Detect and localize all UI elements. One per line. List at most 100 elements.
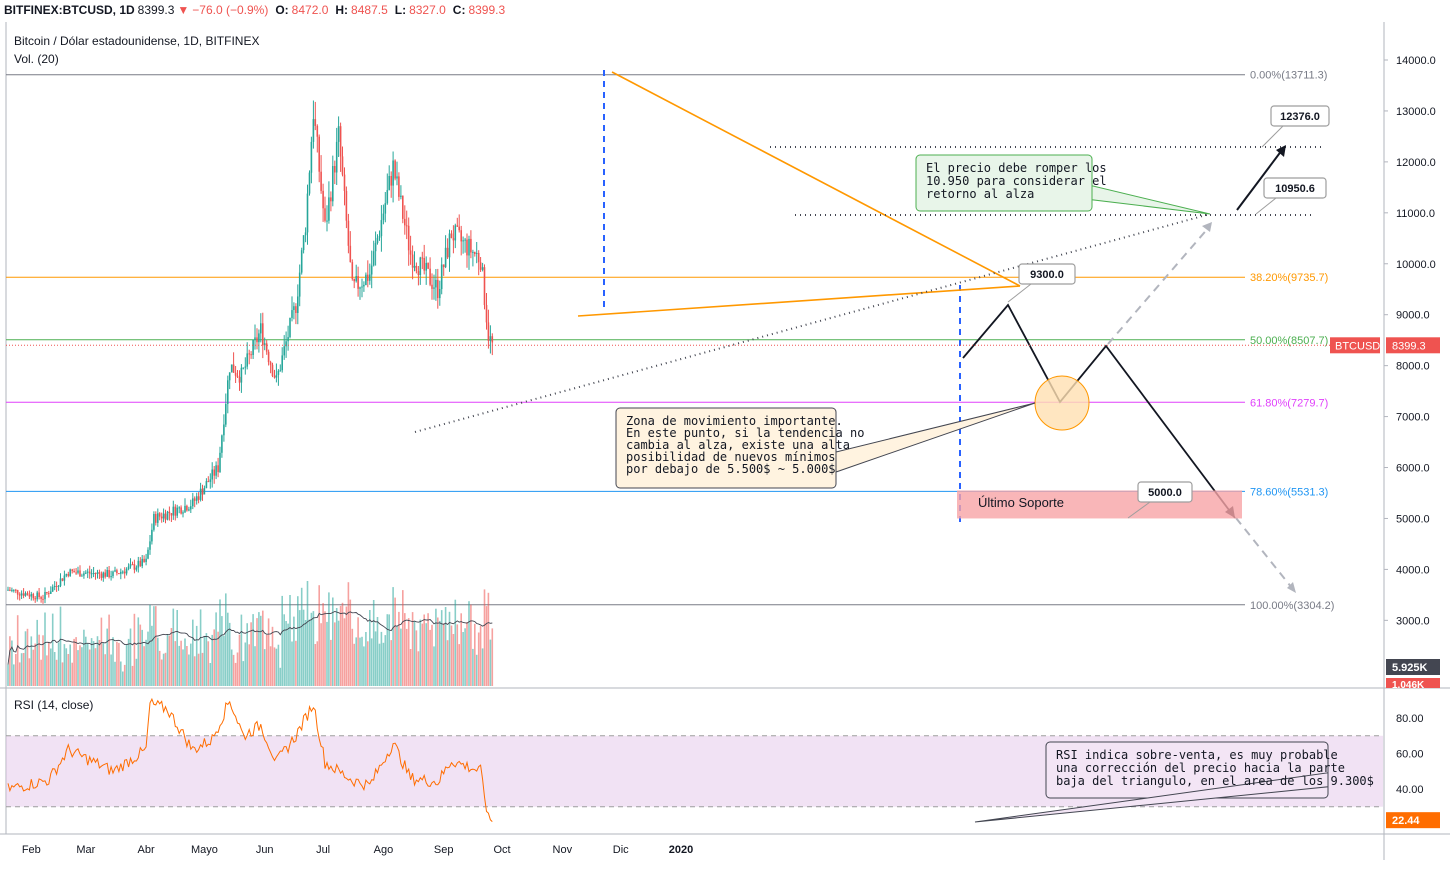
candle-body (302, 235, 305, 251)
candle-body (370, 265, 373, 275)
volume-bar (407, 618, 410, 686)
candle-body (213, 469, 215, 476)
volume-bars (7, 581, 494, 686)
rsi-value-tag-label: 22.44 (1392, 815, 1420, 827)
time-tick-label: Mar (76, 844, 95, 856)
candle-body (26, 593, 29, 596)
candle-body (227, 380, 229, 404)
candle-body (417, 271, 420, 275)
candle-body (347, 220, 350, 246)
candle-body (151, 529, 153, 542)
candle-body (367, 274, 369, 281)
volume-bar (201, 652, 204, 686)
candle-body (275, 374, 278, 378)
time-tick-label: Nov (553, 844, 573, 856)
volume-bar (433, 646, 435, 686)
candle-body (244, 366, 247, 368)
candle-body (98, 572, 101, 574)
volume-bar (372, 600, 375, 686)
label-10950-box (1263, 177, 1327, 199)
volume-bar (489, 639, 492, 686)
volume-bar (92, 641, 95, 686)
volume-bar (9, 636, 11, 686)
candle-body (170, 513, 173, 516)
candle-body (59, 578, 62, 586)
candle-body (201, 488, 204, 495)
volume-bar (73, 638, 75, 686)
volume-bar (71, 662, 73, 686)
candle-body (100, 573, 103, 578)
gray-dashed-up (1107, 225, 1211, 345)
candle-body (46, 592, 48, 593)
volume-tag-label: 5.925K (1392, 662, 1428, 674)
volume-bar (444, 607, 447, 686)
candle-body (129, 564, 132, 567)
candle-body (306, 193, 309, 233)
volume-bar (409, 649, 412, 686)
candle-body (250, 354, 252, 356)
fib-level-label: 61.80%(7279.7) (1250, 397, 1328, 409)
volume-bar (36, 619, 38, 686)
volume-tag-2 (1386, 678, 1440, 688)
candle-body (157, 513, 159, 523)
volume-bar (42, 635, 44, 686)
candle-body (423, 258, 425, 271)
fib-level-label: 50.00%(8507.7) (1250, 335, 1328, 347)
volume-bar (378, 643, 381, 686)
candle-body (353, 278, 355, 282)
volume-bar (291, 641, 293, 686)
candle-body (88, 571, 91, 574)
candle-body (141, 558, 143, 567)
low-value: 8327.0 (409, 3, 446, 17)
volume-bar (67, 654, 70, 686)
candle-body (24, 593, 27, 596)
fib-retracement[interactable]: 0.00%(13711.3) 38.20%(9735.7) 50.00%(8507.… (6, 70, 1334, 612)
candle-body (203, 488, 206, 495)
price-tick-label: 11000.0 (1396, 208, 1435, 220)
candle-body (186, 505, 188, 511)
candle-body (355, 276, 357, 282)
volume-bar (365, 632, 367, 686)
volume-bar (15, 654, 17, 686)
volume-bar (452, 634, 455, 686)
label-5000-text: 5000.0 (1148, 487, 1182, 499)
candle-body (277, 370, 280, 375)
price-tick-label: 14000.0 (1396, 55, 1436, 67)
candle-body (474, 251, 476, 254)
candle-body (291, 310, 293, 318)
candle-body (16, 590, 19, 595)
candle-body (382, 213, 385, 221)
candle-body (479, 262, 482, 270)
candle-body (456, 225, 459, 227)
candle-body (285, 341, 287, 347)
price-tick-label: 10000.0 (1396, 259, 1436, 271)
volume-bar (193, 656, 196, 686)
candle-body (15, 589, 17, 591)
high-label: H: (335, 3, 349, 17)
volume-bar (137, 617, 140, 686)
candle-body (326, 220, 328, 222)
volume-bar (168, 635, 171, 686)
label-12376-pointer (1261, 125, 1284, 148)
up-arrowhead (1276, 145, 1286, 157)
candle-body (65, 574, 68, 576)
candle-body (256, 337, 258, 343)
candle-body (193, 498, 196, 501)
candle-body (283, 346, 285, 356)
zone-note-line: En este punto, si la tendencia no (626, 426, 864, 440)
volume-bar (63, 644, 66, 686)
volume-bar (258, 612, 260, 686)
volume-bar (413, 621, 416, 686)
volume-bar (153, 606, 155, 686)
volume-bar (440, 610, 443, 686)
candle-body (69, 569, 71, 576)
volume-legend: Vol. (20) (14, 52, 59, 66)
candle-body (168, 511, 171, 514)
symbol-header: BITFINEX:BTCUSD, 1D 8399.3 ▼ −76.0 (−0.9… (0, 0, 1450, 20)
last-price-tag (1386, 337, 1440, 354)
volume-bar (417, 651, 420, 686)
candle-body (18, 594, 21, 596)
volume-bar (50, 648, 52, 686)
